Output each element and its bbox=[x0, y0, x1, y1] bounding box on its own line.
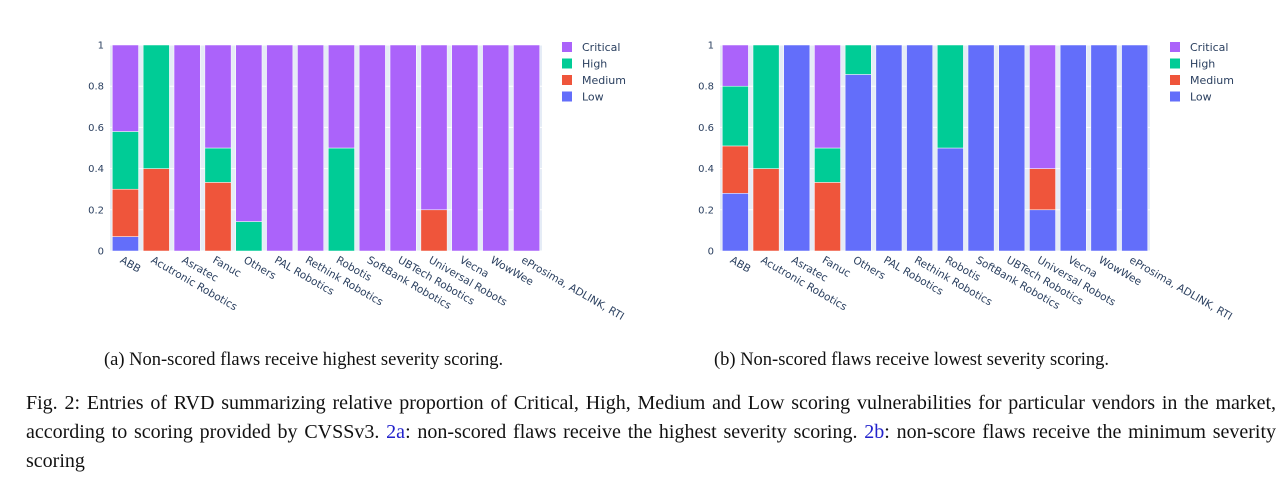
bar-high-0 bbox=[112, 131, 139, 190]
bar-critical-0 bbox=[112, 44, 139, 132]
caption-link-2b[interactable]: 2b bbox=[864, 421, 885, 443]
bar-low-4 bbox=[844, 74, 872, 252]
bar-medium-10 bbox=[420, 209, 448, 252]
x-tick-label: Others bbox=[851, 254, 888, 282]
legend-swatch-medium bbox=[562, 75, 572, 85]
bar-medium-3 bbox=[814, 182, 841, 252]
bar-high-1 bbox=[752, 44, 780, 169]
x-tick-label: ABB bbox=[118, 254, 143, 275]
bar-low-0 bbox=[722, 193, 749, 252]
bar-medium-0 bbox=[722, 145, 749, 194]
bar-low-7 bbox=[937, 147, 964, 252]
bar-medium-3 bbox=[204, 182, 232, 252]
x-tick-label: eProsima, ADLINK, RTI bbox=[519, 254, 626, 323]
y-tick-label: 0.6 bbox=[88, 123, 104, 134]
bar-medium-10 bbox=[1029, 168, 1056, 211]
bar-low-13 bbox=[1121, 44, 1148, 252]
legend-swatch-critical bbox=[1170, 42, 1180, 52]
bar-high-1 bbox=[142, 44, 170, 169]
figure-caption: Fig. 2: Entries of RVD summarizing relat… bbox=[26, 389, 1276, 476]
bar-low-2 bbox=[783, 44, 811, 252]
bar-high-3 bbox=[204, 147, 232, 183]
bar-critical-0 bbox=[722, 44, 749, 87]
y-tick-label: 0.2 bbox=[88, 205, 104, 216]
bar-critical-9 bbox=[389, 44, 417, 252]
bar-low-6 bbox=[906, 44, 933, 252]
legend-label-high: High bbox=[582, 58, 607, 71]
x-tick-label: ABB bbox=[728, 254, 753, 275]
legend[interactable]: Critical High Medium Low bbox=[1170, 41, 1234, 104]
bar-low-12 bbox=[1090, 44, 1118, 252]
bar-high-3 bbox=[814, 147, 841, 183]
bar-medium-1 bbox=[142, 168, 170, 252]
bar-critical-3 bbox=[204, 44, 232, 149]
y-tick-label: 0.4 bbox=[698, 164, 714, 175]
bar-low-5 bbox=[875, 44, 903, 252]
bar-high-7 bbox=[328, 147, 355, 252]
y-tick-label: 1 bbox=[708, 41, 714, 52]
bar-low-9 bbox=[998, 44, 1026, 252]
caption-link-2a[interactable]: 2a bbox=[386, 421, 406, 443]
bar-medium-1 bbox=[752, 168, 780, 252]
y-tick-label: 0.8 bbox=[698, 82, 714, 93]
bar-critical-11 bbox=[451, 44, 479, 252]
x-tick-label: Others bbox=[241, 254, 278, 282]
bar-high-0 bbox=[722, 85, 749, 147]
bar-critical-10 bbox=[1029, 44, 1056, 169]
caption-text-a: : non-scored flaws receive the highest s… bbox=[405, 421, 865, 443]
y-tick-label: 1 bbox=[98, 41, 104, 52]
legend-label-medium: Medium bbox=[1190, 74, 1234, 87]
legend-label-medium: Medium bbox=[582, 74, 626, 87]
bar-low-10 bbox=[1029, 209, 1056, 252]
bar-low-8 bbox=[967, 44, 995, 252]
caption-text-b: : non-score flaws receive the minimum se… bbox=[26, 421, 1277, 472]
bar-high-4 bbox=[844, 44, 872, 75]
legend-swatch-high bbox=[562, 58, 572, 69]
bar-critical-10 bbox=[420, 44, 448, 211]
bar-high-7 bbox=[937, 44, 964, 149]
legend-swatch-low bbox=[562, 91, 572, 102]
subfigure-a-caption: (a) Non-scored flaws receive highest sev… bbox=[104, 350, 504, 370]
y-tick-label: 0 bbox=[708, 247, 714, 258]
bar-high-4 bbox=[235, 221, 263, 252]
legend-label-critical: Critical bbox=[582, 41, 620, 54]
x-tick-label: eProsima, ADLINK, RTI bbox=[1127, 254, 1234, 323]
y-tick-label: 0.4 bbox=[88, 164, 104, 175]
bar-medium-0 bbox=[112, 188, 139, 237]
legend-label-critical: Critical bbox=[1190, 41, 1228, 54]
bar-critical-6 bbox=[297, 44, 324, 252]
y-tick-label: 0 bbox=[98, 247, 104, 258]
legend[interactable]: Critical High Medium Low bbox=[562, 41, 626, 104]
bar-critical-13 bbox=[513, 44, 540, 252]
y-tick-label: 0.8 bbox=[88, 82, 104, 93]
legend-label-high: High bbox=[1190, 58, 1215, 71]
bar-critical-2 bbox=[173, 44, 201, 252]
subfigure-b-caption: (b) Non-scored flaws receive lowest seve… bbox=[714, 350, 1110, 370]
bar-low-11 bbox=[1059, 44, 1087, 252]
legend-swatch-medium bbox=[1170, 75, 1180, 85]
legend-swatch-high bbox=[1170, 58, 1180, 69]
bar-critical-7 bbox=[328, 44, 355, 149]
bar-critical-8 bbox=[358, 44, 386, 252]
bar-low-0 bbox=[112, 236, 139, 252]
legend-label-low: Low bbox=[1190, 91, 1212, 104]
caption-text: Fig. 2: Entries of RVD summarizing relat… bbox=[26, 392, 1276, 443]
bar-critical-12 bbox=[482, 44, 510, 252]
legend-label-low: Low bbox=[582, 91, 604, 104]
y-tick-label: 0.2 bbox=[698, 205, 714, 216]
y-tick-label: 0.6 bbox=[698, 123, 714, 134]
legend-swatch-critical bbox=[562, 42, 572, 52]
bar-critical-4 bbox=[235, 44, 263, 222]
bar-critical-3 bbox=[814, 44, 841, 149]
bar-critical-5 bbox=[266, 44, 294, 252]
legend-swatch-low bbox=[1170, 91, 1180, 102]
